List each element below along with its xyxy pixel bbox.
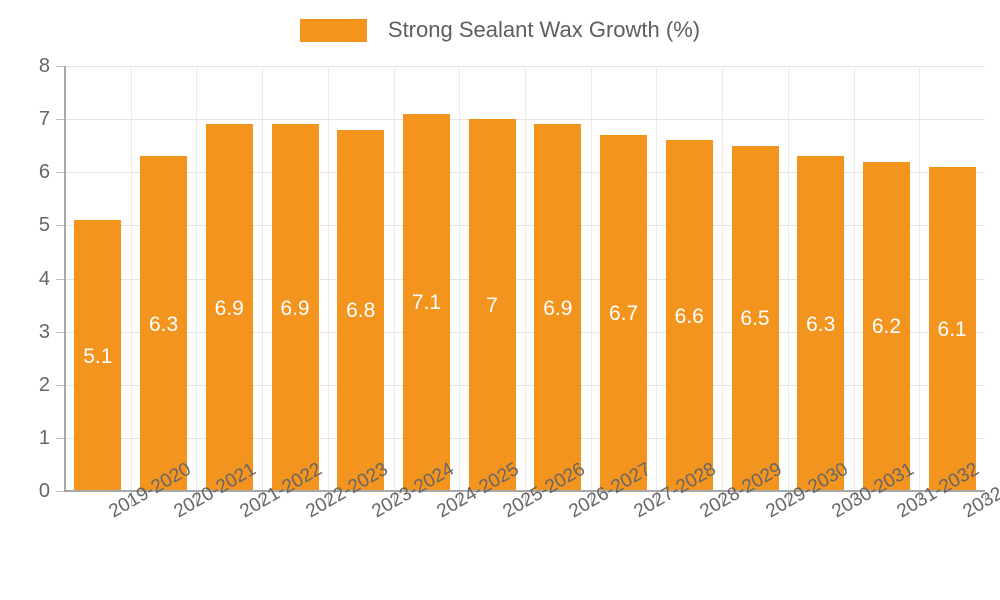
gridline-vertical — [262, 66, 263, 491]
y-axis-label: 7 — [38, 108, 50, 131]
bar-value-label: 5.1 — [83, 344, 113, 368]
bar[interactable] — [534, 124, 582, 491]
gridline-vertical — [656, 66, 657, 491]
y-axis-tick — [56, 384, 64, 386]
bar[interactable] — [600, 135, 648, 491]
x-axis-tick — [985, 492, 986, 506]
x-axis-label: 2031-2032 — [894, 459, 983, 523]
bar-value-label: 6.9 — [280, 296, 310, 320]
bar[interactable] — [140, 156, 188, 491]
x-axis-tick — [525, 492, 526, 506]
y-axis-label: 6 — [38, 161, 50, 184]
y-axis-tick — [56, 119, 64, 121]
gridline-vertical — [328, 66, 329, 491]
bar[interactable] — [468, 119, 516, 491]
gridline-vertical — [788, 66, 789, 491]
bar-value-label: 6.9 — [543, 296, 573, 320]
bar[interactable] — [402, 113, 450, 491]
y-axis-tick — [56, 225, 64, 227]
bar[interactable] — [205, 124, 253, 491]
x-axis-label: 2025-2026 — [500, 459, 589, 523]
gridline-vertical — [196, 66, 197, 491]
bar-value-label: 6.3 — [148, 312, 179, 336]
bar[interactable] — [74, 220, 122, 491]
y-axis-tick — [56, 66, 64, 67]
bar-value-label: 6.2 — [871, 315, 902, 339]
bar-value-label: 6.8 — [346, 299, 376, 323]
bar-value-label: 6.5 — [740, 307, 770, 331]
x-axis-tick — [196, 492, 197, 506]
x-axis-tick — [394, 492, 395, 506]
x-axis-label: 2028-2029 — [697, 459, 786, 523]
x-axis-tick — [262, 492, 263, 506]
x-axis-tick — [656, 492, 657, 506]
y-axis-tick — [56, 331, 64, 333]
bar[interactable] — [665, 140, 713, 491]
x-axis-label: 2021-2022 — [237, 459, 326, 523]
x-axis-label: 2032-2033 — [959, 458, 1000, 523]
y-axis-labels: 0 1 2 3 4 5 6 7 8 — [0, 0, 50, 600]
x-axis-label: 2019-2020 — [105, 459, 194, 523]
bar-value-label: 7.1 — [411, 291, 442, 315]
gridline-vertical — [591, 66, 592, 491]
y-axis-tick — [56, 172, 64, 174]
y-axis-label: 2 — [38, 373, 50, 396]
x-axis-label: 2029-2030 — [762, 459, 851, 523]
bar[interactable] — [928, 166, 976, 491]
x-axis-label: 2027-2028 — [631, 459, 720, 523]
x-axis-label: 2026-2027 — [565, 459, 654, 523]
chart-legend: Strong Sealant Wax Growth (%) — [0, 10, 1000, 50]
gridline-vertical — [525, 66, 526, 491]
y-axis-label: 4 — [38, 267, 50, 290]
y-axis-label: 1 — [38, 426, 50, 449]
bar[interactable] — [731, 145, 779, 491]
bar-value-label: 6.3 — [806, 312, 836, 336]
x-axis-label: 2022-2023 — [302, 459, 391, 523]
x-axis-label: 2030-2031 — [828, 459, 917, 523]
bar-value-label: 6.7 — [608, 302, 639, 326]
gridline-vertical — [459, 66, 460, 491]
y-axis-tick — [56, 437, 64, 439]
y-axis-label: 3 — [38, 320, 50, 343]
y-axis-tick — [56, 491, 64, 492]
bar[interactable] — [797, 156, 845, 491]
gridline-vertical — [394, 66, 395, 491]
bar[interactable] — [271, 124, 319, 491]
x-axis-tick — [919, 492, 920, 506]
bar-value-label: 6.1 — [937, 317, 967, 341]
bar-value-label: 7 — [486, 294, 498, 318]
bar-value-label: 6.9 — [214, 296, 244, 320]
x-axis-tick — [854, 492, 855, 506]
x-axis-tick — [591, 492, 592, 506]
legend-color-swatch — [299, 18, 367, 42]
plot-area: 5.1 6.3 6.9 6.9 6.8 7.1 7 6.9 6.7 6.6 6.5 6.3 6.2 6.1 — [65, 66, 985, 492]
x-axis-label: 2024-2025 — [434, 459, 523, 523]
bar[interactable] — [337, 129, 385, 491]
y-axis-line — [64, 66, 66, 492]
gridline-vertical — [919, 66, 920, 491]
bar[interactable] — [862, 161, 910, 491]
x-axis-tick — [722, 492, 723, 506]
y-axis-tick — [56, 278, 64, 280]
gridline-vertical — [131, 66, 132, 491]
x-axis-tick — [459, 492, 460, 506]
y-axis-label: 0 — [38, 480, 50, 502]
bar-value-label: 6.6 — [674, 304, 704, 328]
y-axis-label: 8 — [38, 55, 50, 77]
x-axis-tick — [131, 492, 132, 506]
gridline-vertical — [722, 66, 723, 491]
x-axis-tick — [788, 492, 789, 506]
x-axis-tick — [328, 492, 329, 506]
x-axis-label: 2020-2021 — [171, 459, 260, 523]
legend-label: Strong Sealant Wax Growth (%) — [387, 17, 701, 42]
gridline-vertical — [854, 66, 855, 491]
x-axis-line — [65, 490, 985, 492]
x-axis-label: 2023-2024 — [368, 459, 457, 523]
y-axis-label: 5 — [38, 214, 50, 237]
